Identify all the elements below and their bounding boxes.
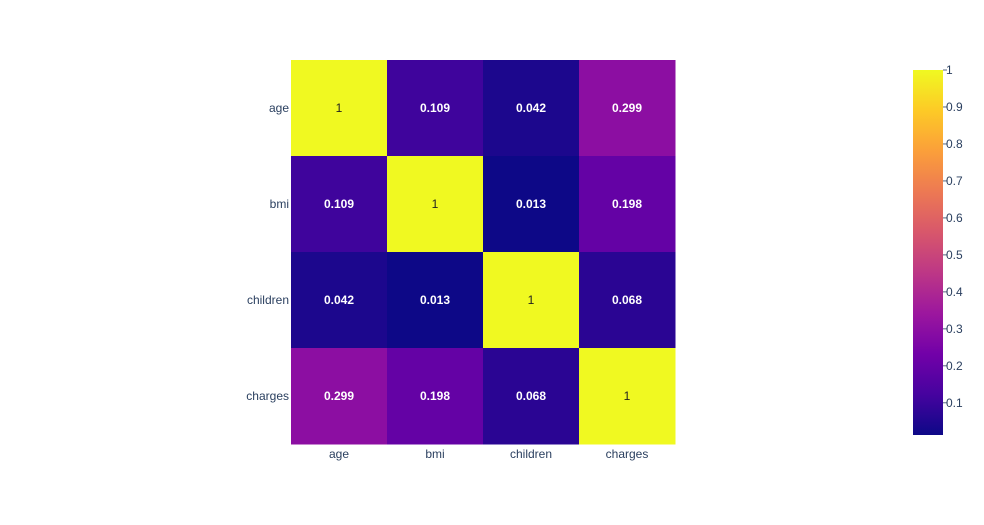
cell-value-label-children-charges: 0.068 [612,293,642,307]
colorbar-tick-label-0.8: 0.8 [946,137,963,151]
x-tick-label-bmi: bmi [425,447,444,461]
cell-value-label-children-age: 0.042 [324,293,354,307]
y-tick-label-age: age [269,101,289,115]
cell-value-label-bmi-children: 0.013 [516,197,546,211]
heatmap-cell-charges-bmi [387,348,484,445]
cell-value-label-age-charges: 0.299 [612,101,642,115]
cell-value-label-bmi-age: 0.109 [324,197,354,211]
cell-value-label-charges-children: 0.068 [516,389,546,403]
colorbar: 0.1 0.2 0.3 0.4 0.5 0.6 0.7 0.8 0.9 1 [913,63,963,435]
y-tick-label-children: children [247,293,289,307]
colorbar-tick-label-0.5: 0.5 [946,248,963,262]
x-tick-label-age: age [329,447,349,461]
heatmap-cell-bmi-charges [579,156,676,253]
colorbar-tick-label-0.1: 0.1 [946,396,963,410]
cell-value-label-children-bmi: 0.013 [420,293,450,307]
cell-value-label-children-children: 1 [528,293,535,307]
heatmap-cell-charges-charges [579,348,676,445]
heatmap-cell-children-children [483,252,580,349]
heatmap-cell-children-charges [579,252,676,349]
cell-value-label-age-bmi: 0.109 [420,101,450,115]
x-tick-label-charges: charges [606,447,649,461]
heatmap-cell-age-bmi [387,60,484,157]
heatmap-cell-age-children [483,60,580,157]
heatmap-cell-bmi-age [291,156,388,253]
cell-value-label-charges-charges: 1 [624,389,631,403]
colorbar-tick-label-0.3: 0.3 [946,322,963,336]
colorbar-tick-label-0.7: 0.7 [946,174,963,188]
cell-value-label-bmi-bmi: 1 [432,197,439,211]
cell-value-label-charges-age: 0.299 [324,389,354,403]
cell-value-label-age-children: 0.042 [516,101,546,115]
colorbar-tick-label-0.9: 0.9 [946,100,963,114]
heatmap-cell-age-age [291,60,388,157]
heatmap-cell-age-charges [579,60,676,157]
heatmap-cell-bmi-children [483,156,580,253]
heatmap-cell-children-age [291,252,388,349]
colorbar-tick-label-0.2: 0.2 [946,359,963,373]
x-tick-label-children: children [510,447,552,461]
heatmap-cell-bmi-bmi [387,156,484,253]
colorbar-gradient [913,70,943,435]
heatmap-cell-labels: 1 0.109 0.042 0.299 0.109 1 0.013 0.198 0.042 0.0… [324,101,642,403]
colorbar-tick-label-0.4: 0.4 [946,285,963,299]
y-tick-label-charges: charges [246,389,289,403]
cell-value-label-bmi-charges: 0.198 [612,197,642,211]
heatmap-cell-charges-age [291,348,388,445]
cell-value-label-age-age: 1 [336,101,343,115]
heatmap-cell-children-bmi [387,252,484,349]
heatmap-cell-charges-children [483,348,580,445]
cell-value-label-charges-bmi: 0.198 [420,389,450,403]
x-axis: age bmi children charges [329,447,648,461]
colorbar-tick-label-1: 1 [946,63,953,77]
y-axis: age bmi children charges [246,101,289,403]
colorbar-tick-label-0.6: 0.6 [946,211,963,225]
heatmap-cells [291,60,676,445]
y-tick-label-bmi: bmi [270,197,289,211]
